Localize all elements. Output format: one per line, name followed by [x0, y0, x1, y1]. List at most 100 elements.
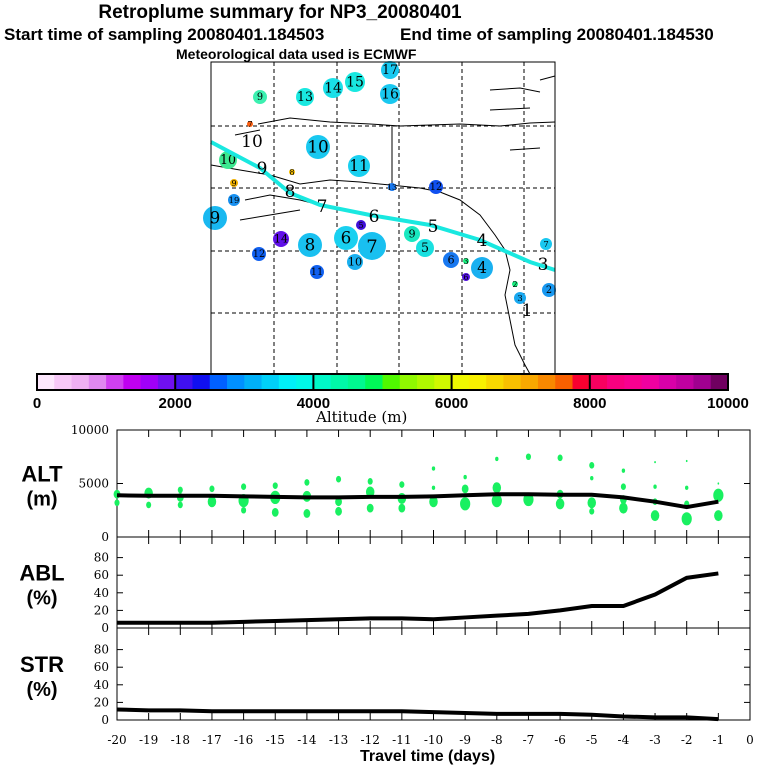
colorbar-cell	[209, 374, 228, 390]
cluster-label: 17	[382, 62, 398, 77]
trajectory-day-label: 8	[285, 182, 296, 202]
cluster-label: 16	[381, 87, 399, 103]
y-axis-unit: (%)	[26, 588, 57, 610]
trajectory-day-label: 6	[369, 207, 380, 227]
colorbar-cell	[451, 374, 470, 390]
colorbar-cell	[140, 374, 159, 390]
cluster-label: 19	[229, 195, 240, 205]
cluster-circle	[514, 292, 526, 304]
altitude-dot	[207, 496, 217, 508]
x-tick-label: -7	[523, 733, 535, 747]
x-tick-label: -18	[171, 733, 190, 747]
x-tick-label: -11	[392, 733, 411, 747]
y-tick-label: 40	[94, 586, 109, 600]
cluster-circle	[388, 183, 396, 191]
plume-cluster: 19	[228, 194, 240, 206]
trajectory-day-label: 1	[522, 301, 533, 321]
coastlines	[210, 75, 556, 375]
x-tick-label: -19	[139, 733, 158, 747]
cluster-circle	[512, 281, 518, 287]
y-tick-label: 80	[94, 643, 109, 657]
altitude-dot	[366, 503, 374, 513]
cluster-circle	[429, 180, 443, 194]
plume-cluster: 3	[463, 257, 469, 266]
cluster-circle	[296, 88, 314, 106]
x-tick-label: -10	[424, 733, 443, 747]
x-tick-label: -2	[681, 733, 693, 747]
colorbar-cell	[434, 374, 453, 390]
cluster-label: 5	[358, 221, 363, 230]
altitude-dot	[398, 503, 406, 513]
cluster-label: 7	[543, 239, 548, 249]
x-tick-label: -14	[297, 733, 317, 747]
altitude-dot	[303, 509, 311, 518]
plume-cluster: 13	[296, 88, 314, 106]
colorbar-cell	[382, 374, 401, 390]
colorbar-tick-label: 2000	[159, 395, 192, 412]
x-tick-label: -12	[361, 733, 380, 747]
cluster-circle	[540, 238, 552, 250]
plume-cluster: 14	[323, 78, 343, 98]
altitude-dot	[589, 508, 595, 515]
colorbar-label: Altitude (m)	[316, 408, 408, 426]
colorbar-cell	[313, 374, 332, 390]
colorbar-cell	[88, 374, 107, 390]
cluster-circle	[416, 239, 434, 257]
cluster-label: 5	[421, 240, 429, 255]
altitude-dot	[589, 462, 595, 469]
plume-cluster: 9	[230, 179, 238, 188]
x-tick-label: -5	[586, 733, 598, 747]
altitude-dot	[146, 501, 152, 509]
plume-cluster: 17	[381, 61, 399, 79]
cluster-circle	[203, 206, 227, 230]
altitude-dot	[365, 486, 375, 498]
plume-cluster: 7	[358, 232, 386, 260]
plume-cluster: 2	[542, 283, 556, 297]
colorbar-tick-label: 4000	[297, 395, 330, 412]
altitude-dot	[463, 474, 467, 480]
cluster-circle	[230, 179, 238, 187]
altitude-dot	[336, 475, 342, 483]
plot-frame	[116, 536, 751, 629]
y-axis-label: STR	[20, 652, 64, 677]
plume-cluster: 3	[514, 292, 526, 304]
colorbar-cell	[365, 374, 383, 390]
colorbar-cell	[503, 374, 522, 390]
y-tick-label: 0	[101, 713, 109, 727]
colorbar-cell	[71, 374, 90, 390]
cluster-circle	[347, 254, 363, 270]
cluster-circle	[253, 90, 267, 104]
altitude-dot	[681, 512, 692, 526]
cluster-circle	[252, 247, 266, 261]
cluster-label: 10	[348, 256, 362, 269]
colorbar-tick-label: 6000	[435, 395, 468, 412]
cluster-label: 13	[387, 183, 397, 192]
altitude-dot	[685, 459, 688, 463]
altitude-dot	[654, 461, 656, 464]
cluster-circle	[542, 283, 556, 297]
altitude-dot	[525, 453, 531, 461]
colorbar-cell	[607, 374, 625, 390]
colorbar-cell	[261, 374, 280, 390]
cluster-circle	[306, 135, 330, 159]
cluster-label: 11	[349, 157, 369, 175]
altitude-dot	[272, 482, 278, 489]
x-tick-label: -9	[459, 733, 471, 747]
cluster-label: 9	[257, 92, 263, 103]
colorbar-cell	[710, 374, 729, 390]
series-line	[117, 571, 719, 625]
plume-cluster: 2	[512, 280, 518, 289]
plume-cluster: 15	[345, 72, 365, 92]
cluster-label: 14	[274, 233, 288, 246]
cluster-circle	[463, 258, 469, 264]
altitude-dot	[431, 485, 436, 490]
altitude-dot	[685, 485, 689, 490]
y-tick-label: 20	[94, 603, 109, 617]
y-tick-label: 40	[94, 678, 109, 692]
plume-cluster: 7	[540, 238, 552, 250]
met-data-label: Meteorological data used is ECMWF	[176, 46, 417, 62]
series-line	[116, 707, 719, 722]
altitude-dot	[492, 482, 502, 494]
cluster-circle	[323, 78, 343, 98]
